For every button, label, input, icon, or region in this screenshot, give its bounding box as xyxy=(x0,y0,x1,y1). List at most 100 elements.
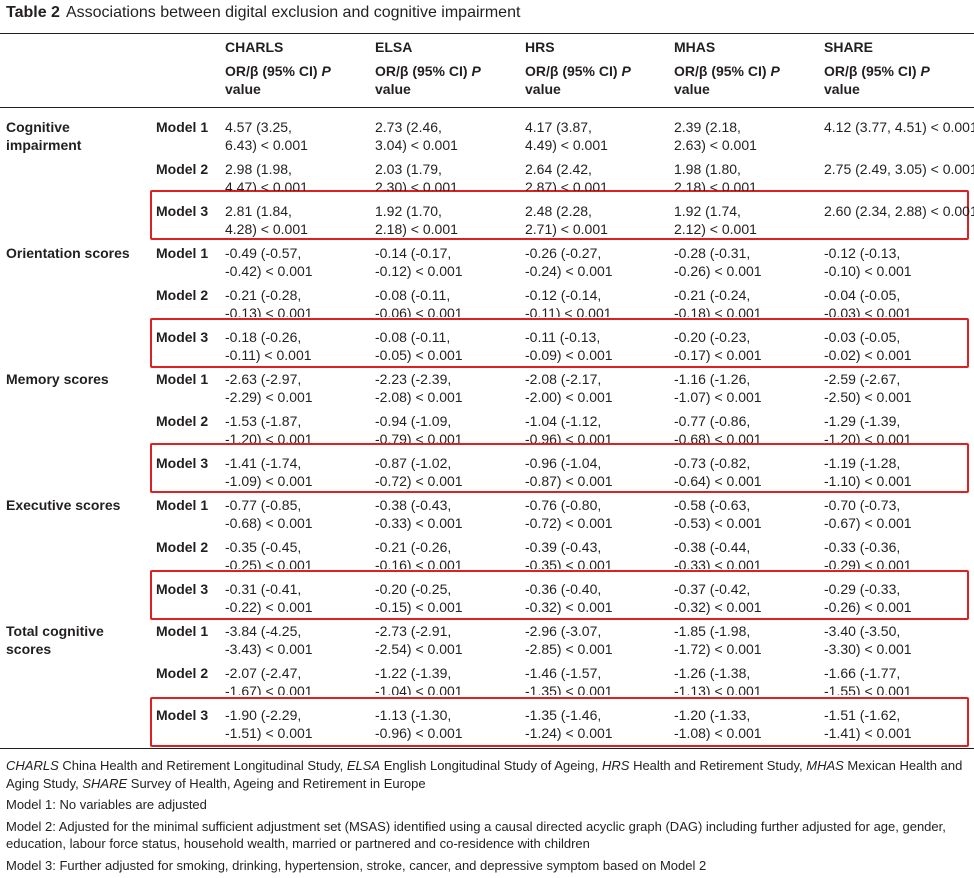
cell-line: -1.90 (-2.29, xyxy=(225,707,302,723)
abbr-text: Mexican Health and Aging Study, xyxy=(6,758,963,791)
cell-line: -0.53) < 0.001 xyxy=(674,515,762,531)
cell-line: -0.36 (-0.40, xyxy=(525,581,602,597)
stat-text: OR/β (95% CI) xyxy=(375,63,468,79)
table-cell: 2.81 (1.84, 4.28) < 0.001 xyxy=(225,202,365,238)
table-cell: -0.21 (-0.28, -0.13) < 0.001 xyxy=(225,286,365,317)
bottom-rule xyxy=(0,748,974,749)
cell-line: -1.26 (-1.38, xyxy=(674,665,751,681)
table-cell: -0.08 (-0.11, -0.06) < 0.001 xyxy=(375,286,515,317)
cell-line: 4.12 (3.77, 4.51) < 0.001 xyxy=(824,119,974,135)
cell-line: 2.12) < 0.001 xyxy=(674,221,757,237)
cell-line: -0.67) < 0.001 xyxy=(824,515,912,531)
outcome-label: Cognitive impairment xyxy=(6,119,82,153)
abbr-term: CHARLS xyxy=(6,758,59,773)
abbreviations-note: CHARLS China Health and Retirement Longi… xyxy=(6,757,966,792)
table-cell: -0.12 (-0.14, -0.11) < 0.001 xyxy=(525,286,665,317)
cell-line: -0.26) < 0.001 xyxy=(824,599,912,615)
cell-line: 6.43) < 0.001 xyxy=(225,137,308,153)
cell-line: -0.35) < 0.001 xyxy=(525,557,613,569)
model3-highlight-box xyxy=(150,190,969,240)
table-cell: -0.77 (-0.85, -0.68) < 0.001 xyxy=(225,496,365,532)
cell-line: -3.40 (-3.50, xyxy=(824,623,901,639)
cell-line: 2.73 (2.46, xyxy=(375,119,442,135)
table-cell: -3.84 (-4.25, -3.43) < 0.001 xyxy=(225,622,365,658)
model-label: Model 3 xyxy=(156,455,209,471)
cell-line: -1.22 (-1.39, xyxy=(375,665,452,681)
model-label: Model 2 xyxy=(156,413,209,429)
cell-line: -0.77 (-0.86, xyxy=(674,413,751,429)
cell-line: 4.57 (3.25, xyxy=(225,119,292,135)
table-cell: -1.85 (-1.98, -1.72) < 0.001 xyxy=(674,622,814,658)
cell-line: -1.67) < 0.001 xyxy=(225,683,313,695)
table-cell: 2.98 (1.98, 4.47) < 0.001 xyxy=(225,160,365,191)
cell-line: -0.58 (-0.63, xyxy=(674,497,751,513)
cell-line: -0.26) < 0.001 xyxy=(674,263,762,279)
cell-line: -0.29 (-0.33, xyxy=(824,581,901,597)
cell-line: -0.70 (-0.73, xyxy=(824,497,901,513)
cell-line: -0.11) < 0.001 xyxy=(525,305,612,317)
table-cell: -2.59 (-2.67, -2.50) < 0.001 xyxy=(824,370,974,406)
table-cell: -0.03 (-0.05, -0.02) < 0.001 xyxy=(824,328,974,364)
model-label: Model 3 xyxy=(156,203,209,219)
table-cell: -0.08 (-0.11, -0.05) < 0.001 xyxy=(375,328,515,364)
cell-line: -0.11) < 0.001 xyxy=(225,347,312,363)
table-cell: 2.75 (2.49, 3.05) < 0.001 xyxy=(824,160,974,191)
table-cell: -0.29 (-0.33, -0.26) < 0.001 xyxy=(824,580,974,616)
table-cell: -0.20 (-0.23, -0.17) < 0.001 xyxy=(674,328,814,364)
table-cell: -1.13 (-1.30, -0.96) < 0.001 xyxy=(375,706,515,742)
cell-line: -0.13) < 0.001 xyxy=(225,305,313,317)
cell-line: 1.92 (1.70, xyxy=(375,203,442,219)
cell-line: -0.73 (-0.82, xyxy=(674,455,751,471)
table-cell: -0.26 (-0.27, -0.24) < 0.001 xyxy=(525,244,665,280)
cell-line: 2.71) < 0.001 xyxy=(525,221,608,237)
abbr-term: ELSA xyxy=(346,758,381,773)
cell-line: -0.72) < 0.001 xyxy=(525,515,613,531)
cell-line: -1.66 (-1.77, xyxy=(824,665,901,681)
cell-line: -0.29) < 0.001 xyxy=(824,557,912,569)
cell-line: -0.87) < 0.001 xyxy=(525,473,613,489)
cell-line: -0.37 (-0.42, xyxy=(674,581,751,597)
cell-line: -2.54) < 0.001 xyxy=(375,641,463,657)
cell-line: -1.72) < 0.001 xyxy=(674,641,762,657)
table-cell: -1.46 (-1.57, -1.35) < 0.001 xyxy=(525,664,665,695)
column-name: HRS xyxy=(525,39,555,55)
cell-line: -2.73 (-2.91, xyxy=(375,623,452,639)
cell-line: -1.16 (-1.26, xyxy=(674,371,751,387)
table-cell: -0.73 (-0.82, -0.64) < 0.001 xyxy=(674,454,814,490)
abbr-text: Survey of Health, Ageing and Retirement … xyxy=(127,775,426,791)
cell-line: -0.06) < 0.001 xyxy=(375,305,463,317)
cell-line: -0.25) < 0.001 xyxy=(225,557,313,569)
cell-line: -0.96) < 0.001 xyxy=(375,725,463,741)
cell-line: -1.13 (-1.30, xyxy=(375,707,452,723)
cell-line: -3.30) < 0.001 xyxy=(824,641,912,657)
model-label: Model 2 xyxy=(156,287,209,303)
stat-text: OR/β (95% CI) xyxy=(674,63,767,79)
table-label: Table 2 xyxy=(6,4,60,21)
cell-line: 2.63) < 0.001 xyxy=(674,137,757,153)
cell-line: -0.05) < 0.001 xyxy=(375,347,463,363)
cell-line: -1.85 (-1.98, xyxy=(674,623,751,639)
cell-line: -0.10) < 0.001 xyxy=(824,263,912,279)
stat-value-word: value xyxy=(375,81,411,97)
table-cell: -1.66 (-1.77, -1.55) < 0.001 xyxy=(824,664,974,695)
table-cell: 2.60 (2.34, 2.88) < 0.001 xyxy=(824,202,974,238)
cell-line: 2.03 (1.79, xyxy=(375,161,442,177)
table-cell: -1.04 (-1.12, -0.96) < 0.001 xyxy=(525,412,665,443)
table-cell: -1.19 (-1.28, -1.10) < 0.001 xyxy=(824,454,974,490)
stat-p: P xyxy=(770,63,780,79)
cell-line: 2.48 (2.28, xyxy=(525,203,592,219)
cell-line: -1.20) < 0.001 xyxy=(824,431,912,443)
cell-line: -0.31 (-0.41, xyxy=(225,581,302,597)
stat-value-word: value xyxy=(824,81,860,97)
table-cell: -0.28 (-0.31, -0.26) < 0.001 xyxy=(674,244,814,280)
table-cell: -0.70 (-0.73, -0.67) < 0.001 xyxy=(824,496,974,532)
table-cell: 1.98 (1.80, 2.18) < 0.001 xyxy=(674,160,814,191)
model-label: Model 3 xyxy=(156,707,209,723)
cell-line: -0.68) < 0.001 xyxy=(674,431,762,443)
stat-value-word: value xyxy=(674,81,710,97)
cell-line: -0.33) < 0.001 xyxy=(674,557,762,569)
model-label: Model 3 xyxy=(156,329,209,345)
model3-highlight-box xyxy=(150,570,969,620)
table-cell: -1.35 (-1.46, -1.24) < 0.001 xyxy=(525,706,665,742)
table-cell: -2.96 (-3.07, -2.85) < 0.001 xyxy=(525,622,665,658)
